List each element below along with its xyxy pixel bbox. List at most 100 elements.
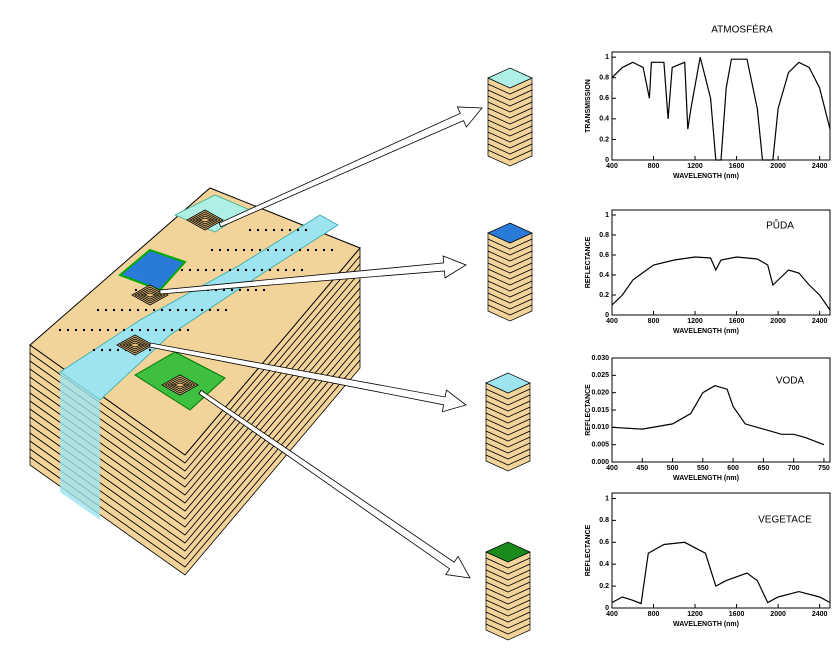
soil-dot: [245, 269, 247, 271]
x-tick-label: 500: [667, 465, 679, 472]
soil-dot: [225, 309, 227, 311]
x-tick-label: 800: [648, 163, 660, 170]
y-axis-label: REFLECTANCE: [585, 384, 592, 436]
soil-dot: [177, 309, 179, 311]
y-tick-label: 0.2: [599, 136, 609, 143]
soil-dot: [239, 289, 241, 291]
soil-dot: [331, 249, 333, 251]
soil-dot: [123, 329, 125, 331]
body: ATMOSFÉRA00.20.40.60.8140080012001600200…: [0, 0, 832, 659]
y-tick-label: 0.4: [599, 272, 609, 279]
soil-dot: [253, 269, 255, 271]
soil-dot: [293, 269, 295, 271]
soil-dot: [261, 269, 263, 271]
y-tick-label: 0.020: [591, 390, 609, 397]
y-tick-label: 0.4: [599, 116, 609, 123]
x-tick-label: 800: [648, 318, 660, 325]
soil-dot: [231, 289, 233, 291]
soil-dot: [205, 269, 207, 271]
x-tick-label: 2400: [812, 318, 828, 325]
soil-dot: [83, 329, 85, 331]
soil-dot: [101, 349, 103, 351]
soil-dot: [277, 269, 279, 271]
soil-dot: [237, 269, 239, 271]
y-tick-label: 0.2: [599, 583, 609, 590]
soil-dot: [289, 229, 291, 231]
soil-dot: [243, 249, 245, 251]
soil-dot: [153, 309, 155, 311]
soil-dot: [193, 309, 195, 311]
soil-dot: [299, 249, 301, 251]
soil-dot: [209, 309, 211, 311]
x-tick-label: 2000: [770, 611, 786, 618]
soil-dot: [75, 329, 77, 331]
y-tick-label: 0.015: [591, 407, 609, 414]
y-tick-label: 0.6: [599, 252, 609, 259]
x-tick-label: 2400: [812, 163, 828, 170]
soil-dot: [93, 349, 95, 351]
y-tick-label: 0.4: [599, 561, 609, 568]
soil-dot: [181, 269, 183, 271]
soil-dot: [197, 269, 199, 271]
x-tick-label: 1200: [687, 611, 703, 618]
x-tick-label: 1600: [729, 611, 745, 618]
x-tick-label: 450: [636, 465, 648, 472]
soil-dot: [281, 229, 283, 231]
soil-dot: [251, 249, 253, 251]
soil-dot: [273, 229, 275, 231]
soil-dot: [217, 309, 219, 311]
x-tick-label: 1600: [729, 318, 745, 325]
soil-dot: [285, 269, 287, 271]
chart-title: ATMOSFÉRA: [711, 23, 773, 36]
x-axis-label: WAVELENGTH (nm): [673, 173, 739, 180]
soil-dot: [171, 329, 173, 331]
y-tick-label: 0.8: [599, 232, 609, 239]
soil-dot: [91, 329, 93, 331]
diagram: ATMOSFÉRA00.20.40.60.8140080012001600200…: [0, 0, 832, 659]
x-tick-label: 800: [648, 611, 660, 618]
soil-dot: [179, 329, 181, 331]
y-tick-label: 0.6: [599, 539, 609, 546]
soil-dot: [269, 269, 271, 271]
soil-dot: [145, 309, 147, 311]
y-tick-label: 0.030: [591, 355, 609, 362]
soil-dot: [161, 309, 163, 311]
chart-title: VEGETACE: [758, 515, 812, 526]
soil-dot: [113, 309, 115, 311]
soil-dot: [249, 229, 251, 231]
soil-dot: [97, 309, 99, 311]
x-tick-label: 1200: [687, 163, 703, 170]
x-tick-label: 400: [606, 163, 618, 170]
chart-title: VODA: [776, 376, 805, 387]
x-tick-label: 700: [788, 465, 800, 472]
soil-dot: [301, 269, 303, 271]
soil-dot: [305, 229, 307, 231]
soil-dot: [155, 329, 157, 331]
y-tick-label: 0.025: [591, 372, 609, 379]
soil-dot: [189, 269, 191, 271]
soil-dot: [137, 309, 139, 311]
y-tick-label: 0.010: [591, 424, 609, 431]
soil-dot: [107, 329, 109, 331]
soil-dot: [229, 269, 231, 271]
soil-dot: [263, 289, 265, 291]
soil-dot: [187, 329, 189, 331]
soil-dot: [67, 329, 69, 331]
soil-dot: [297, 229, 299, 231]
x-tick-label: 400: [606, 611, 618, 618]
soil-dot: [257, 229, 259, 231]
x-tick-label: 2000: [770, 318, 786, 325]
soil-dot: [227, 249, 229, 251]
x-tick-label: 1600: [729, 163, 745, 170]
soil-dot: [163, 329, 165, 331]
soil-dot: [275, 249, 277, 251]
soil-dot: [135, 289, 137, 291]
soil-dot: [255, 289, 257, 291]
soil-dot: [59, 329, 61, 331]
x-tick-label: 750: [818, 465, 830, 472]
x-axis-label: WAVELENGTH (nm): [673, 621, 739, 628]
soil-dot: [185, 309, 187, 311]
soil-dot: [131, 329, 133, 331]
soil-dot: [307, 249, 309, 251]
soil-dot: [213, 269, 215, 271]
